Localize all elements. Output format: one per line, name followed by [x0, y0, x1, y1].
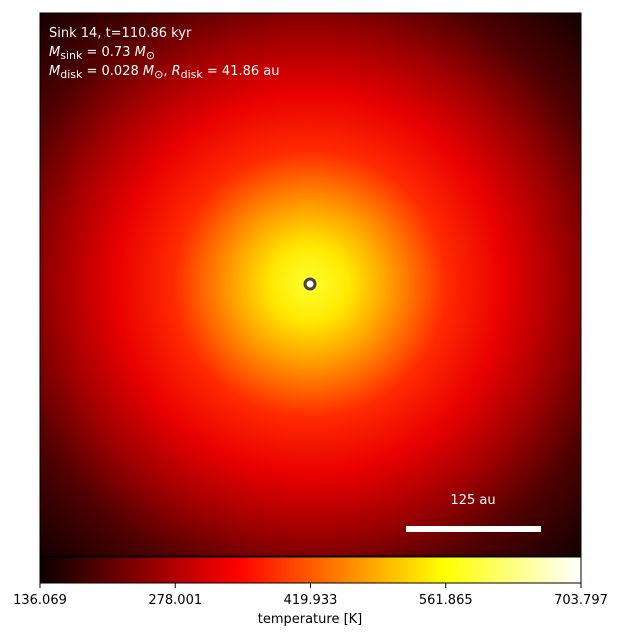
- info-text-part: = 0.028: [82, 64, 143, 79]
- info-text-part: = 41.86 au: [203, 64, 280, 79]
- sink-marker: [303, 277, 317, 291]
- info-text-part: ⊙: [146, 49, 155, 62]
- info-text-part: disk: [181, 68, 204, 81]
- info-text-part: Sink 14, t=110.86 kyr: [49, 26, 192, 41]
- info-text-part: M: [143, 64, 154, 79]
- info-text-part: sink: [60, 49, 83, 62]
- info-text-part: M: [135, 45, 146, 60]
- info-text-part: R: [172, 64, 181, 79]
- colorbar-tick-label: 561.865: [419, 593, 473, 608]
- info-text-part: M: [49, 45, 60, 60]
- info-text-part: = 0.73: [82, 45, 134, 60]
- colorbar-tick-label: 419.933: [284, 593, 338, 608]
- colorbar: [39, 556, 582, 584]
- colorbar-tick-label: 703.797: [554, 593, 608, 608]
- info-text-part: ⊙: [154, 68, 163, 81]
- info-text: Sink 14, t=110.86 kyr Msink = 0.73 M⊙ Mdis…: [49, 26, 279, 81]
- colorbar-label: temperature [K]: [258, 612, 363, 627]
- info-text-part: M: [49, 64, 60, 79]
- info-text-part: disk: [60, 68, 83, 81]
- info-text-part: ,: [163, 64, 171, 79]
- colorbar-tick-label: 136.069: [13, 593, 67, 608]
- colorbar-tick-label: 278.001: [148, 593, 202, 608]
- scale-bar-label: 125 au: [450, 493, 495, 508]
